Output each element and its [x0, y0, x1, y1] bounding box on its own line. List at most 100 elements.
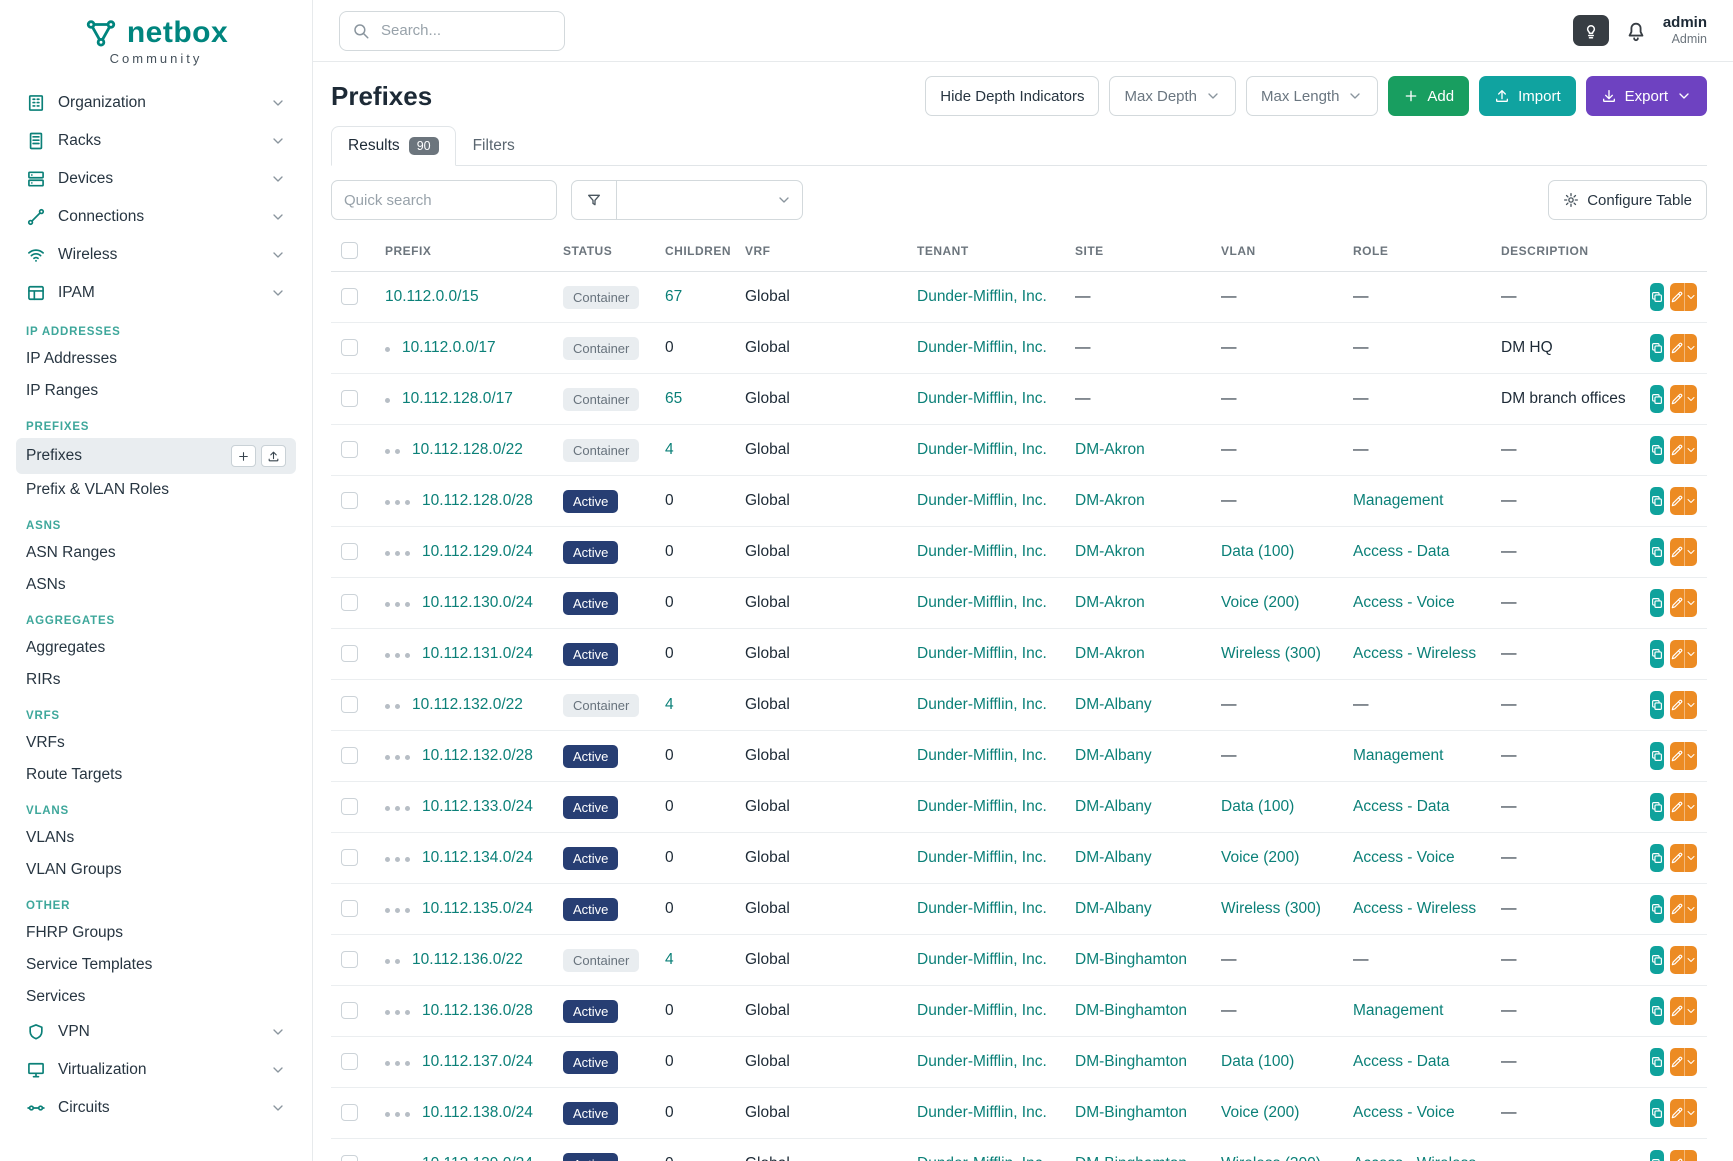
prefix-link[interactable]: 10.112.0.0/17 — [402, 339, 496, 356]
clone-button[interactable] — [1650, 283, 1664, 311]
tenant-link[interactable]: Dunder-Mifflin, Inc. — [917, 645, 1047, 662]
tenant-link[interactable]: Dunder-Mifflin, Inc. — [917, 798, 1047, 815]
vlan-link[interactable]: Data (100) — [1221, 798, 1295, 815]
tenant-link[interactable]: Dunder-Mifflin, Inc. — [917, 1104, 1047, 1121]
edit-dropdown-button[interactable] — [1684, 691, 1697, 719]
edit-button[interactable] — [1670, 1150, 1684, 1161]
edit-button[interactable] — [1670, 1048, 1684, 1076]
site-link[interactable]: DM-Akron — [1075, 492, 1145, 509]
prefix-link[interactable]: 10.112.131.0/24 — [422, 645, 533, 662]
column-header-description[interactable]: DESCRIPTION — [1491, 230, 1647, 272]
tab-results[interactable]: Results 90 — [331, 126, 456, 166]
row-checkbox[interactable] — [341, 594, 358, 612]
prefix-link[interactable]: 10.112.129.0/24 — [422, 543, 533, 560]
edit-dropdown-button[interactable] — [1684, 1150, 1697, 1161]
edit-button[interactable] — [1670, 742, 1684, 770]
tenant-link[interactable]: Dunder-Mifflin, Inc. — [917, 339, 1047, 356]
sidebar-item-organization[interactable]: Organization — [16, 84, 296, 122]
row-checkbox[interactable] — [341, 696, 358, 714]
prefix-link[interactable]: 10.112.132.0/22 — [412, 696, 523, 713]
row-checkbox[interactable] — [341, 849, 358, 867]
clone-button[interactable] — [1650, 334, 1664, 362]
tenant-link[interactable]: Dunder-Mifflin, Inc. — [917, 951, 1047, 968]
row-checkbox[interactable] — [341, 390, 358, 408]
sidebar-item-asn-ranges[interactable]: ASN Ranges — [16, 537, 296, 569]
export-button[interactable]: Export — [1585, 76, 1707, 116]
max-depth-dropdown[interactable]: Max Depth — [1109, 76, 1237, 116]
tenant-link[interactable]: Dunder-Mifflin, Inc. — [917, 1155, 1047, 1161]
edit-button[interactable] — [1670, 640, 1684, 668]
edit-button[interactable] — [1670, 487, 1684, 515]
sidebar-item-service-templates[interactable]: Service Templates — [16, 949, 296, 981]
global-search[interactable] — [339, 10, 565, 51]
role-link[interactable]: Access - Wireless — [1353, 645, 1477, 662]
edit-button[interactable] — [1670, 589, 1684, 617]
role-link[interactable]: Management — [1353, 747, 1444, 764]
tenant-link[interactable]: Dunder-Mifflin, Inc. — [917, 288, 1047, 305]
edit-button[interactable] — [1670, 895, 1684, 923]
edit-button[interactable] — [1670, 283, 1684, 311]
row-checkbox[interactable] — [341, 543, 358, 561]
edit-button[interactable] — [1670, 946, 1684, 974]
prefix-link[interactable]: 10.112.137.0/24 — [422, 1053, 533, 1070]
clone-button[interactable] — [1650, 793, 1664, 821]
site-link[interactable]: DM-Albany — [1075, 900, 1152, 917]
saved-filter-select[interactable] — [617, 180, 803, 220]
tenant-link[interactable]: Dunder-Mifflin, Inc. — [917, 594, 1047, 611]
clone-button[interactable] — [1650, 538, 1664, 566]
sidebar-item-circuits[interactable]: Circuits — [16, 1089, 296, 1127]
children-count-link[interactable]: 4 — [665, 951, 674, 968]
site-link[interactable]: DM-Albany — [1075, 798, 1152, 815]
vlan-link[interactable]: Data (100) — [1221, 1053, 1295, 1070]
edit-dropdown-button[interactable] — [1684, 1099, 1697, 1127]
sidebar-item-connections[interactable]: Connections — [16, 198, 296, 236]
site-link[interactable]: DM-Binghamton — [1075, 1104, 1187, 1121]
tab-filters[interactable]: Filters — [456, 126, 532, 166]
prefix-link[interactable]: 10.112.130.0/24 — [422, 594, 533, 611]
tenant-link[interactable]: Dunder-Mifflin, Inc. — [917, 1002, 1047, 1019]
edit-dropdown-button[interactable] — [1684, 487, 1697, 515]
role-link[interactable]: Access - Voice — [1353, 849, 1455, 866]
sidebar-item-ip-ranges[interactable]: IP Ranges — [16, 375, 296, 407]
prefix-link[interactable]: 10.112.128.0/28 — [422, 492, 533, 509]
prefix-link[interactable]: 10.112.132.0/28 — [422, 747, 533, 764]
tenant-link[interactable]: Dunder-Mifflin, Inc. — [917, 696, 1047, 713]
site-link[interactable]: DM-Akron — [1075, 645, 1145, 662]
user-menu[interactable]: admin Admin — [1663, 14, 1707, 47]
sidebar-item-wireless[interactable]: Wireless — [16, 236, 296, 274]
edit-button[interactable] — [1670, 538, 1684, 566]
edit-dropdown-button[interactable] — [1684, 436, 1697, 464]
column-header-status[interactable]: STATUS — [553, 230, 655, 272]
site-link[interactable]: DM-Binghamton — [1075, 1053, 1187, 1070]
sidebar-item-asns[interactable]: ASNs — [16, 569, 296, 601]
edit-dropdown-button[interactable] — [1684, 538, 1697, 566]
sidebar-item-devices[interactable]: Devices — [16, 160, 296, 198]
edit-button[interactable] — [1670, 691, 1684, 719]
theme-toggle-button[interactable] — [1572, 15, 1609, 46]
column-header-role[interactable]: ROLE — [1343, 230, 1491, 272]
column-header-site[interactable]: SITE — [1065, 230, 1211, 272]
role-link[interactable]: Access - Wireless — [1353, 900, 1477, 917]
role-link[interactable]: Access - Data — [1353, 798, 1450, 815]
row-checkbox[interactable] — [341, 798, 358, 816]
prefix-link[interactable]: 10.112.138.0/24 — [422, 1104, 533, 1121]
column-header-prefix[interactable]: PREFIX — [375, 230, 553, 272]
clone-button[interactable] — [1650, 1150, 1664, 1161]
quick-import-button[interactable] — [261, 445, 286, 467]
edit-button[interactable] — [1670, 334, 1684, 362]
prefix-link[interactable]: 10.112.136.0/28 — [422, 1002, 533, 1019]
tenant-link[interactable]: Dunder-Mifflin, Inc. — [917, 1053, 1047, 1070]
column-header-tenant[interactable]: TENANT — [907, 230, 1065, 272]
row-checkbox[interactable] — [341, 1002, 358, 1020]
sidebar-item-vlan-groups[interactable]: VLAN Groups — [16, 854, 296, 886]
row-checkbox[interactable] — [341, 339, 358, 357]
column-header-vlan[interactable]: VLAN — [1211, 230, 1343, 272]
edit-dropdown-button[interactable] — [1684, 946, 1697, 974]
clone-button[interactable] — [1650, 640, 1664, 668]
edit-button[interactable] — [1670, 1099, 1684, 1127]
edit-dropdown-button[interactable] — [1684, 742, 1697, 770]
sidebar-item-ipam[interactable]: IPAM — [16, 274, 296, 312]
role-link[interactable]: Management — [1353, 492, 1444, 509]
edit-button[interactable] — [1670, 844, 1684, 872]
vlan-link[interactable]: Data (100) — [1221, 543, 1295, 560]
